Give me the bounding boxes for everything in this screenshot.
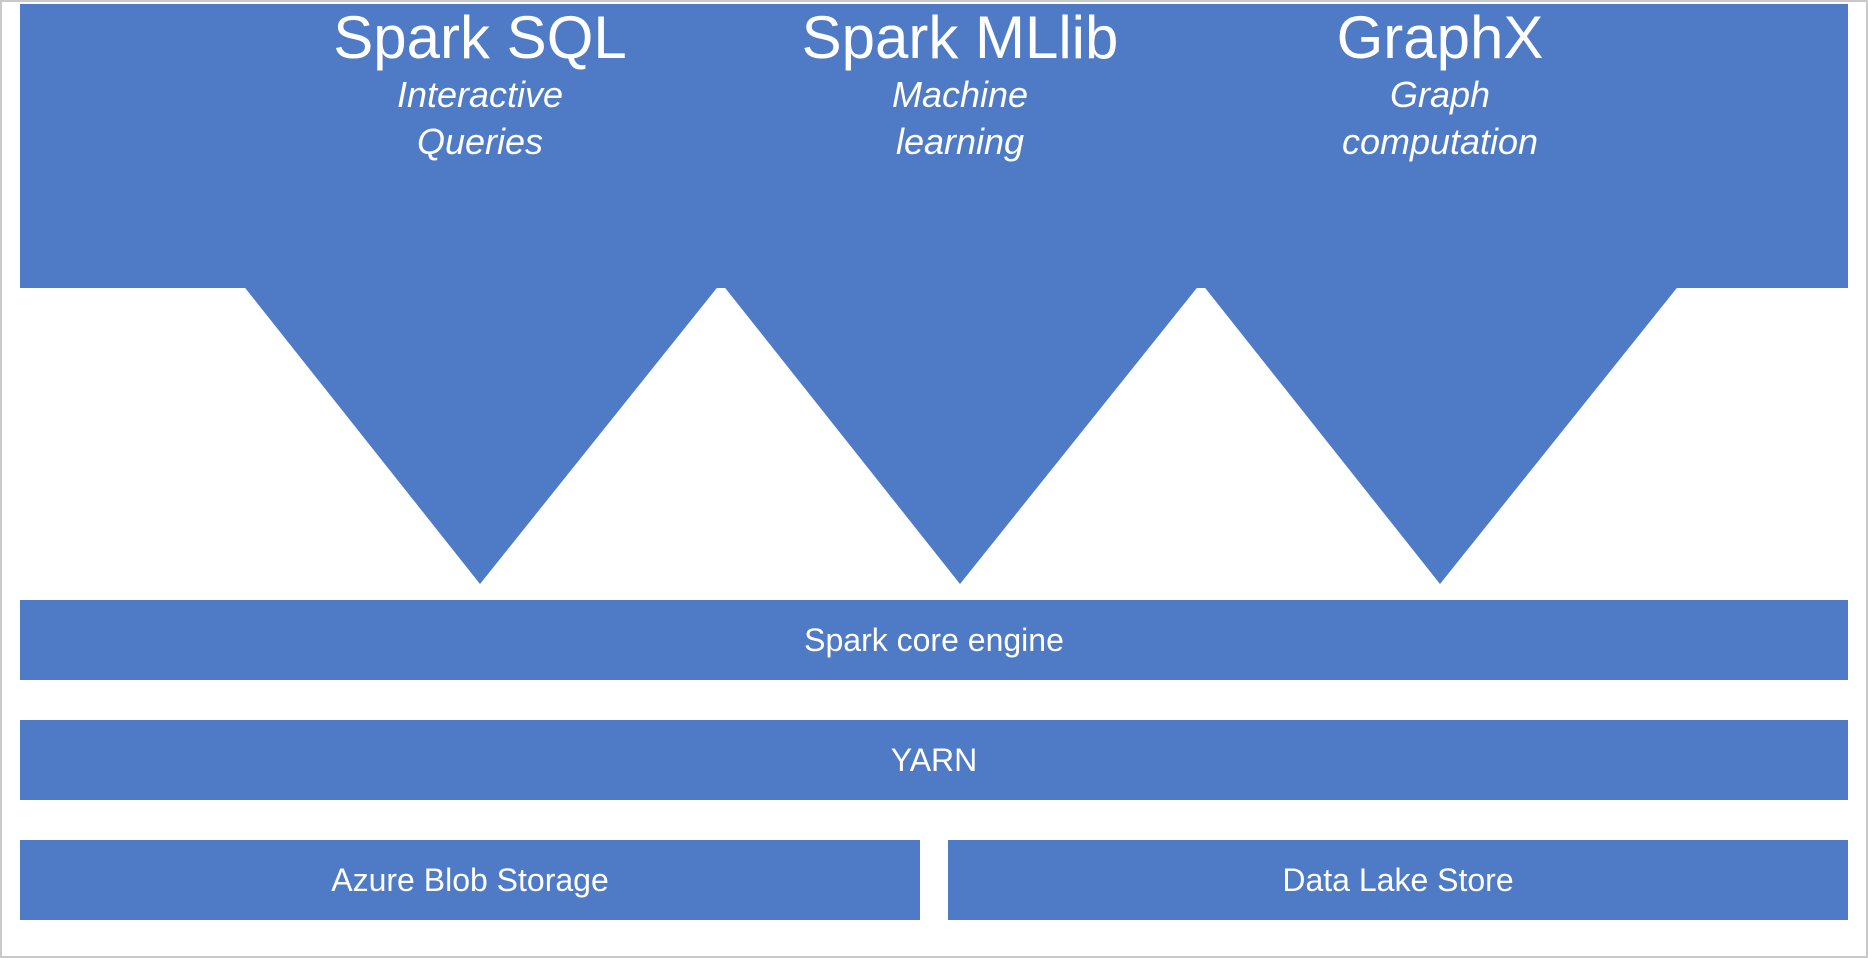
module-subtitle-line1: Machine [720, 73, 1200, 116]
module-triangle-1 [722, 284, 1200, 584]
storage-label: Azure Blob Storage [331, 862, 609, 899]
yarn-label: YARN [891, 742, 978, 779]
module-subtitle-line2: learning [720, 120, 1200, 163]
storage-bar-lake: Data Lake Store [948, 840, 1848, 920]
storage-label: Data Lake Store [1282, 862, 1513, 899]
core-engine-bar: Spark core engine [20, 600, 1848, 680]
yarn-bar: YARN [20, 720, 1848, 800]
module-graphx: GraphX Graph computation [1200, 6, 1680, 163]
core-engine-label: Spark core engine [804, 622, 1064, 659]
module-title: Spark MLlib [720, 6, 1200, 69]
module-subtitle-line2: Queries [240, 120, 720, 163]
module-triangle-2 [1202, 284, 1680, 584]
module-title: Spark SQL [240, 6, 720, 69]
module-triangle-0 [242, 284, 720, 584]
module-spark-mllib: Spark MLlib Machine learning [720, 6, 1200, 163]
storage-bar-blob: Azure Blob Storage [20, 840, 920, 920]
module-subtitle-line2: computation [1200, 120, 1680, 163]
module-spark-sql: Spark SQL Interactive Queries [240, 6, 720, 163]
module-subtitle-line1: Graph [1200, 73, 1680, 116]
module-subtitle-line1: Interactive [240, 73, 720, 116]
module-title: GraphX [1200, 6, 1680, 69]
